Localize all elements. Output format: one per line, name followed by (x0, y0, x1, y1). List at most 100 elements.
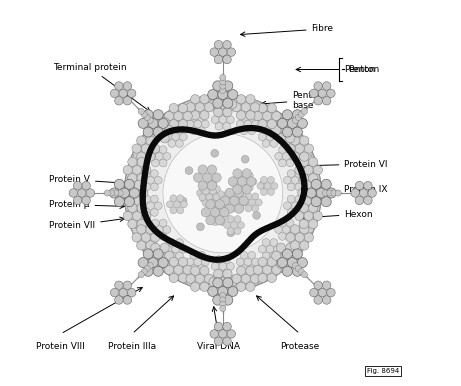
Circle shape (240, 198, 247, 205)
Circle shape (155, 125, 165, 135)
Text: Protein IIIa: Protein IIIa (108, 342, 156, 350)
Circle shape (200, 111, 209, 120)
Circle shape (113, 190, 119, 196)
Circle shape (251, 125, 256, 131)
Circle shape (128, 157, 137, 167)
Circle shape (267, 188, 274, 195)
Circle shape (297, 257, 307, 267)
Circle shape (276, 243, 285, 252)
Circle shape (258, 273, 267, 283)
Circle shape (215, 122, 223, 130)
Circle shape (208, 90, 218, 100)
Circle shape (153, 139, 159, 144)
Circle shape (314, 281, 322, 290)
Circle shape (144, 266, 150, 272)
Circle shape (143, 208, 151, 216)
Circle shape (240, 127, 248, 135)
Circle shape (198, 165, 207, 174)
Circle shape (127, 89, 136, 98)
Circle shape (258, 120, 267, 129)
Circle shape (313, 212, 322, 221)
Circle shape (242, 169, 251, 178)
Circle shape (198, 130, 203, 135)
Circle shape (284, 176, 291, 184)
Circle shape (292, 117, 298, 124)
Circle shape (151, 144, 160, 153)
Circle shape (143, 170, 151, 178)
Circle shape (139, 176, 147, 184)
Circle shape (223, 278, 233, 288)
Circle shape (252, 205, 259, 212)
Circle shape (228, 177, 237, 186)
Circle shape (114, 179, 124, 189)
Circle shape (119, 188, 130, 198)
Circle shape (138, 119, 148, 129)
Circle shape (272, 251, 281, 261)
Circle shape (119, 89, 127, 98)
Circle shape (155, 152, 163, 160)
Circle shape (314, 296, 322, 304)
Circle shape (242, 243, 247, 249)
Circle shape (242, 187, 249, 194)
Circle shape (213, 108, 223, 117)
Circle shape (148, 226, 155, 234)
Circle shape (207, 196, 214, 203)
Circle shape (125, 180, 134, 190)
Circle shape (178, 120, 188, 129)
Circle shape (190, 95, 200, 104)
Circle shape (136, 241, 146, 250)
Circle shape (301, 186, 307, 192)
Circle shape (292, 266, 302, 276)
Circle shape (237, 205, 244, 212)
Circle shape (160, 259, 169, 268)
Circle shape (277, 137, 283, 143)
Circle shape (215, 269, 223, 277)
Circle shape (170, 207, 177, 214)
Circle shape (176, 252, 183, 260)
Circle shape (194, 173, 203, 182)
Circle shape (235, 187, 242, 194)
Circle shape (132, 212, 142, 221)
Circle shape (209, 100, 218, 109)
Circle shape (148, 257, 158, 267)
Circle shape (168, 140, 176, 147)
Circle shape (190, 113, 198, 121)
Circle shape (215, 256, 223, 264)
Circle shape (142, 172, 148, 177)
Circle shape (138, 108, 144, 115)
Circle shape (295, 170, 303, 178)
Circle shape (143, 195, 151, 203)
Circle shape (312, 180, 321, 190)
Circle shape (262, 252, 270, 260)
Circle shape (276, 118, 285, 127)
Circle shape (155, 251, 165, 261)
Circle shape (274, 245, 282, 253)
Circle shape (146, 125, 155, 135)
Circle shape (299, 219, 308, 229)
Circle shape (123, 96, 132, 105)
Circle shape (234, 204, 243, 213)
Circle shape (186, 274, 195, 283)
Text: Protease: Protease (280, 342, 319, 350)
Circle shape (169, 273, 178, 283)
Circle shape (144, 114, 150, 120)
Circle shape (223, 269, 230, 277)
Circle shape (237, 177, 247, 186)
Circle shape (237, 193, 244, 200)
Circle shape (242, 185, 251, 194)
Circle shape (275, 226, 283, 234)
Circle shape (223, 337, 231, 345)
Circle shape (132, 233, 141, 242)
Circle shape (285, 146, 291, 151)
Circle shape (308, 173, 318, 183)
Circle shape (154, 176, 162, 184)
Circle shape (300, 241, 309, 250)
Circle shape (223, 81, 233, 91)
Circle shape (304, 165, 313, 174)
Text: Penton: Penton (348, 65, 379, 74)
Circle shape (169, 257, 178, 266)
Circle shape (262, 239, 270, 246)
Circle shape (302, 196, 312, 206)
Circle shape (160, 118, 169, 127)
Circle shape (165, 112, 174, 121)
